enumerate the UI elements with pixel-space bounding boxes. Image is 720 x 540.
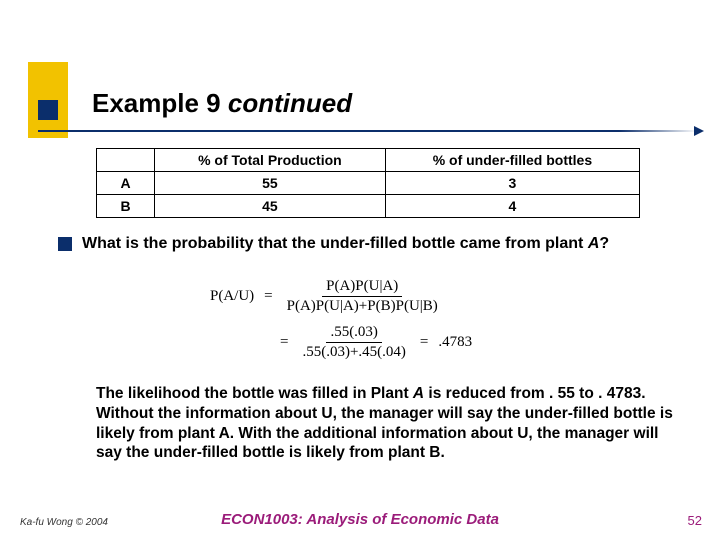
footer-page-number: 52	[688, 513, 702, 528]
question-bullet: What is the probability that the under-f…	[58, 234, 674, 254]
table-col-0	[97, 149, 155, 172]
data-table: % of Total Production % of under-filled …	[96, 148, 640, 218]
table-header-row: % of Total Production % of under-filled …	[97, 149, 640, 172]
question-text: What is the probability that the under-f…	[82, 234, 609, 254]
corner-accent-box	[38, 100, 58, 120]
formula-lhs: P(A/U)	[210, 288, 254, 305]
bullet-square-icon	[58, 237, 72, 251]
footer-course-title: ECON1003: Analysis of Economic Data	[0, 511, 720, 528]
table-col-1: % of Total Production	[155, 149, 386, 172]
table-col-2: % of under-filled bottles	[385, 149, 639, 172]
conclusion-text: The likelihood the bottle was filled in …	[96, 384, 676, 463]
title-underline-arrow	[38, 130, 698, 132]
slide-title: Example 9 continued	[92, 88, 352, 119]
formula-result: .4783	[438, 334, 472, 351]
formula-fraction-numeric: .55(.03) .55(.03)+.45(.04)	[298, 324, 409, 360]
title-italic: continued	[228, 88, 352, 118]
table-row: A 55 3	[97, 172, 640, 195]
title-plain: Example 9	[92, 88, 228, 118]
formula-fraction-symbolic: P(A)P(U|A) P(A)P(U|A)+P(B)P(U|B)	[283, 278, 442, 314]
bayes-formula: P(A/U) = P(A)P(U|A) P(A)P(U|A)+P(B)P(U|B…	[210, 278, 472, 360]
table-row: B 45 4	[97, 195, 640, 218]
